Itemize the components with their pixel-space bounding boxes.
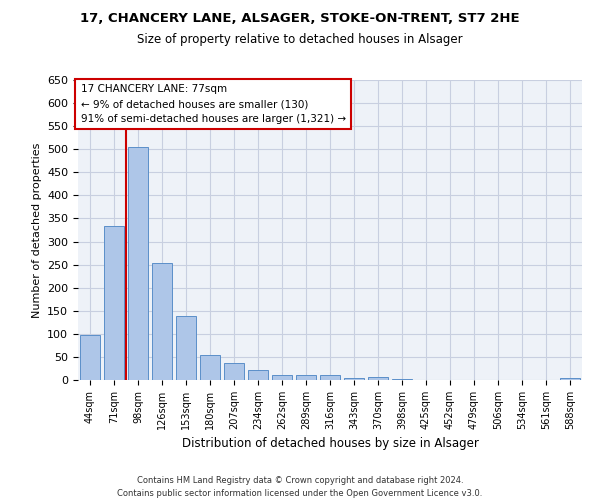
Bar [248, 370, 268, 380]
Bar [104, 226, 124, 380]
Y-axis label: Number of detached properties: Number of detached properties [32, 142, 41, 318]
Text: 17 CHANCERY LANE: 77sqm
← 9% of detached houses are smaller (130)
91% of semi-de: 17 CHANCERY LANE: 77sqm ← 9% of detached… [80, 84, 346, 124]
Bar [128, 148, 148, 380]
Bar [560, 378, 580, 380]
Bar [344, 378, 364, 380]
Bar [392, 379, 412, 380]
Bar [296, 375, 316, 380]
Bar [368, 377, 388, 380]
X-axis label: Distribution of detached houses by size in Alsager: Distribution of detached houses by size … [182, 438, 478, 450]
Bar [200, 355, 220, 380]
Text: 17, CHANCERY LANE, ALSAGER, STOKE-ON-TRENT, ST7 2HE: 17, CHANCERY LANE, ALSAGER, STOKE-ON-TRE… [80, 12, 520, 26]
Text: Size of property relative to detached houses in Alsager: Size of property relative to detached ho… [137, 32, 463, 46]
Bar [272, 376, 292, 380]
Bar [152, 263, 172, 380]
Bar [80, 335, 100, 380]
Bar [176, 316, 196, 380]
Bar [320, 375, 340, 380]
Text: Contains HM Land Registry data © Crown copyright and database right 2024.
Contai: Contains HM Land Registry data © Crown c… [118, 476, 482, 498]
Bar [224, 363, 244, 380]
